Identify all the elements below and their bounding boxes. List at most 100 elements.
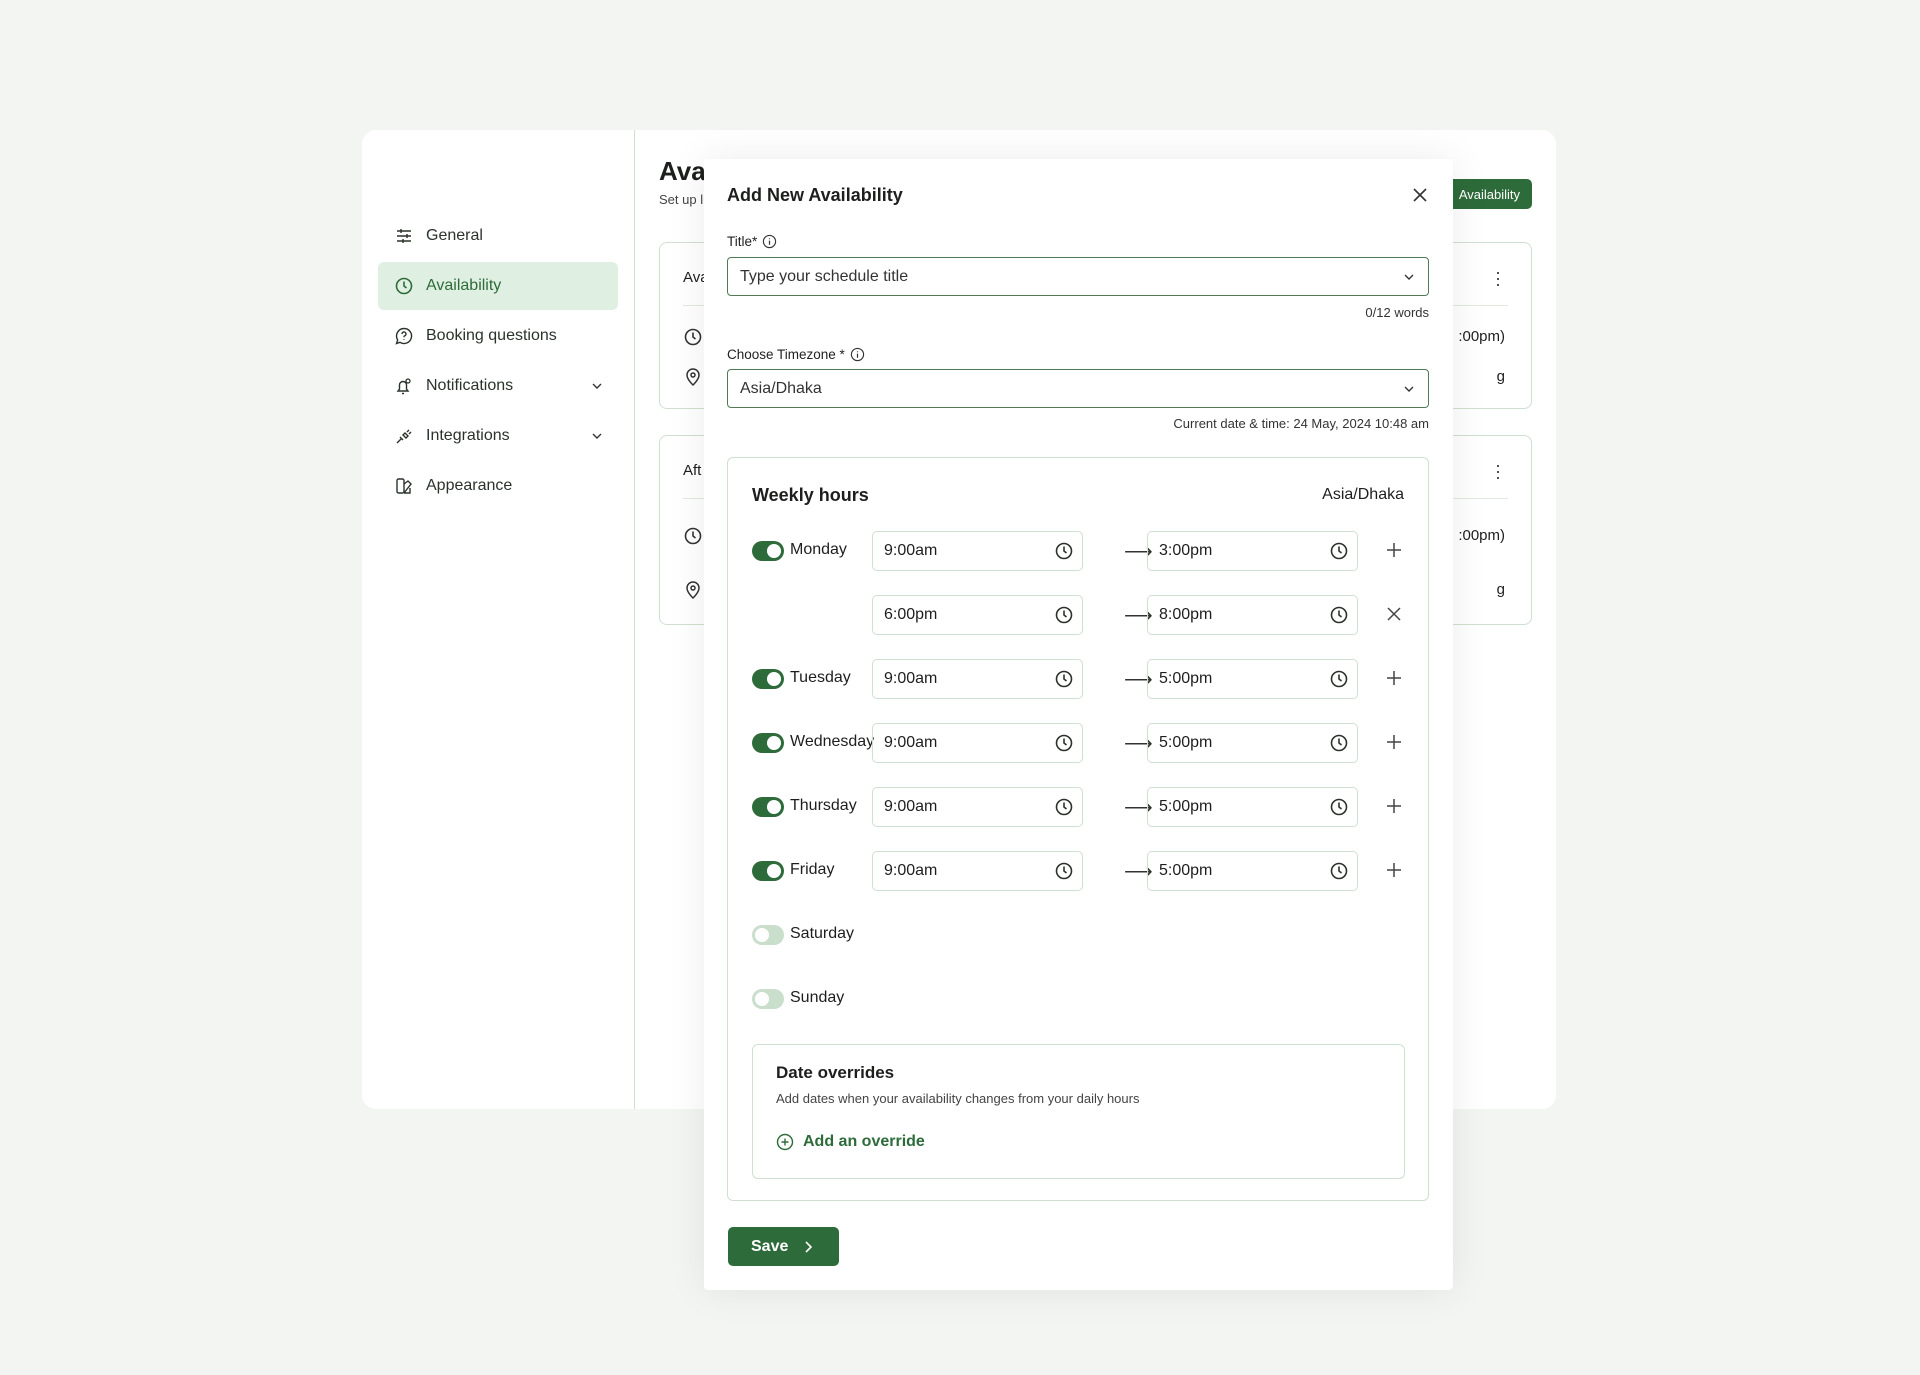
sidebar-item-booking-questions[interactable]: Booking questions [378,312,618,360]
end-time-input[interactable]: 8:00pm [1147,595,1358,635]
add-override-label: Add an override [803,1133,925,1150]
day-toggle[interactable] [752,733,784,753]
clock-icon [1055,542,1073,560]
remove-slot-button[interactable] [1384,603,1404,629]
start-time-input[interactable]: 9:00am [872,787,1083,827]
clock-icon [684,328,702,346]
clock-icon [395,277,413,295]
add-override-button[interactable]: Add an override [776,1133,925,1151]
sidebar-item-label: Appearance [426,477,513,494]
add-slot-button[interactable] [1384,731,1404,757]
question-chat-icon [395,327,413,345]
date-overrides-panel: Date overrides Add dates when your avail… [752,1044,1405,1179]
plus-icon [1387,799,1401,813]
start-time-value: 6:00pm [884,606,938,623]
add-slot-button[interactable] [1384,859,1404,885]
day-toggle[interactable] [752,669,784,689]
end-time-value: 3:00pm [1159,542,1213,559]
sidebar-item-notifications[interactable]: Notifications [378,362,618,410]
sidebar-item-label: Integrations [426,427,510,444]
end-time-value: 5:00pm [1159,734,1213,751]
end-time-input[interactable]: 5:00pm [1147,851,1358,891]
pin-icon [686,368,700,387]
timezone-value: Asia/Dhaka [740,379,822,397]
weekly-hours-heading: Weekly hours [752,485,869,505]
clock-icon [1330,798,1348,816]
date-overrides-heading: Date overrides [776,1063,895,1082]
clock-icon [1055,670,1073,688]
pin-icon [686,581,700,600]
timezone-label: Choose Timezone * [727,347,845,362]
end-time-input[interactable]: 5:00pm [1147,787,1358,827]
start-time-value: 9:00am [884,734,938,751]
sidebar-item-label: General [426,227,483,244]
clock-icon [1330,670,1348,688]
add-availability-modal: Add New Availability Title* Type your sc… [704,159,1453,1290]
weekly-hours-panel: Weekly hours Asia/Dhaka Monday 9:00am ⟶ 3… [727,457,1429,1201]
day-toggle[interactable] [752,861,784,881]
clock-icon [1055,606,1073,624]
sidebar-item-availability[interactable]: Availability [378,262,618,310]
day-row-saturday: Saturday [728,915,1428,955]
arrow-right-icon: ⟶ [1124,669,1153,691]
start-time-value: 9:00am [884,670,938,687]
start-time-input[interactable]: 9:00am [872,851,1083,891]
day-row-monday: Monday 9:00am ⟶ 3:00pm [728,531,1428,571]
add-slot-button[interactable] [1384,667,1404,693]
sidebar-item-label: Availability [426,277,502,294]
timezone-select[interactable]: Asia/Dhaka [727,369,1429,408]
day-toggle[interactable] [752,925,784,945]
add-slot-button[interactable] [1384,795,1404,821]
sidebar-divider [634,130,635,1109]
card-name: Ava [683,269,709,286]
card-time: :00pm) [1458,527,1505,544]
day-label: Tuesday [790,669,851,686]
chevron-right-icon [805,1240,813,1253]
day-label: Thursday [790,797,857,814]
save-button[interactable]: Save [728,1227,839,1266]
more-options-icon[interactable]: · · · [1495,262,1501,294]
day-label: Monday [790,541,847,558]
day-row-tuesday: Tuesday 9:00am ⟶ 5:00pm [728,659,1428,699]
clock-icon [1330,542,1348,560]
start-time-input[interactable]: 9:00am [872,531,1083,571]
card-time: :00pm) [1458,328,1505,345]
close-icon [1387,607,1401,621]
day-row-sunday: Sunday [728,979,1428,1019]
word-count: 0/12 words [1365,305,1429,320]
end-time-input[interactable]: 5:00pm [1147,723,1358,763]
day-row-thursday: Thursday 9:00am ⟶ 5:00pm [728,787,1428,827]
day-row-wednesday: Wednesday 9:00am ⟶ 5:00pm [728,723,1428,763]
day-row-friday: Friday 9:00am ⟶ 5:00pm [728,851,1428,891]
more-options-icon[interactable]: · · · [1495,455,1501,487]
add-slot-button[interactable] [1384,539,1404,565]
title-input[interactable]: Type your schedule title [727,257,1429,296]
add-availability-button[interactable]: Availability [1440,179,1532,209]
day-label: Friday [790,861,835,878]
weekly-timezone: Asia/Dhaka [1322,486,1404,503]
start-time-input[interactable]: 9:00am [872,659,1083,699]
arrow-right-icon: ⟶ [1124,605,1153,627]
close-button[interactable] [1410,185,1430,205]
start-time-input[interactable]: 6:00pm [872,595,1083,635]
sidebar-item-general[interactable]: General [378,212,618,260]
day-toggle[interactable] [752,989,784,1009]
start-time-value: 9:00am [884,798,938,815]
arrow-right-icon: ⟶ [1124,733,1153,755]
plus-icon [1387,671,1401,685]
clock-icon [1330,606,1348,624]
end-time-value: 5:00pm [1159,862,1213,879]
end-time-input[interactable]: 3:00pm [1147,531,1358,571]
day-toggle[interactable] [752,541,784,561]
sidebar-item-label: Notifications [426,377,514,394]
start-time-input[interactable]: 9:00am [872,723,1083,763]
sliders-icon [397,229,411,243]
day-label: Saturday [790,925,855,942]
chevron-down-icon [1404,274,1414,280]
sidebar-item-appearance[interactable]: Appearance [378,462,618,510]
end-time-input[interactable]: 5:00pm [1147,659,1358,699]
card-location: g [1496,581,1505,598]
card-location: g [1496,368,1505,385]
sidebar-item-integrations[interactable]: Integrations [378,412,618,460]
day-toggle[interactable] [752,797,784,817]
